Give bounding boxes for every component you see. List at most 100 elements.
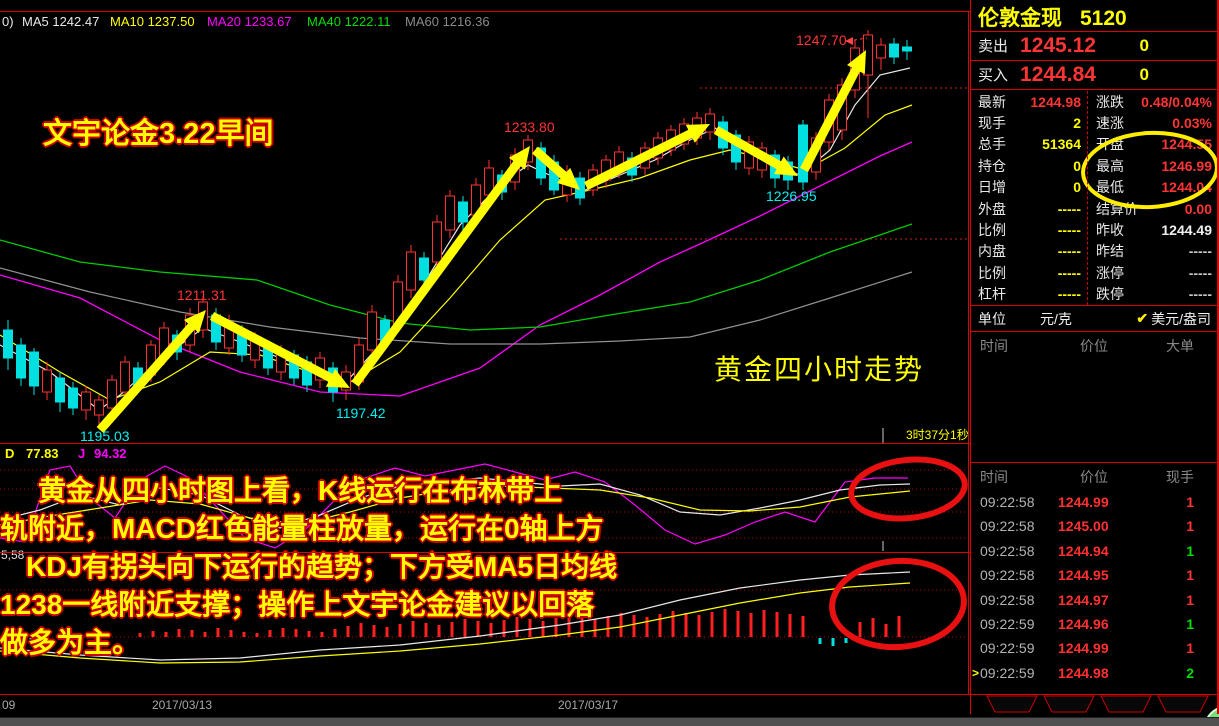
quote-value: 0.03% <box>1172 115 1212 132</box>
buy-price: 1244.84 <box>1020 62 1096 86</box>
quote-row-right: 昨收 1244.49 <box>1088 219 1219 240</box>
buy-row[interactable]: 买入 1244.84 0 <box>970 60 1219 89</box>
quote-label: 昨结 <box>1096 243 1124 260</box>
column-header: 现手 <box>1166 469 1194 485</box>
trade-time: 09:22:58 <box>980 542 1035 559</box>
instrument-title: 伦敦金现 5120 <box>978 2 1127 32</box>
unit-option-yuan-gram[interactable]: 元/克 <box>1040 310 1072 327</box>
sell-label: 卖出 <box>978 38 1009 55</box>
quote-row-left: 最新 1244.98 <box>970 91 1088 112</box>
quote-label: 外盘 <box>978 200 1006 217</box>
price-annotation: 1226.95 <box>766 188 817 204</box>
quote-value: ----- <box>1188 243 1212 260</box>
trade-price: 1244.95 <box>1058 567 1109 584</box>
analysis-line: 1238一线附近支撑；操作上文宇论金建议以回落 <box>0 589 595 620</box>
quote-label: 最新 <box>978 93 1006 110</box>
buy-qty: 0 <box>1139 64 1149 84</box>
analysis-line: KDJ有拐头向下运行的趋势；下方受MA5日均线 <box>26 551 618 582</box>
quote-row-left: 比例 ----- <box>970 219 1088 240</box>
ma-prefix: 0) <box>2 14 14 29</box>
quote-value: ----- <box>1057 222 1081 239</box>
trade-price: 1244.96 <box>1058 616 1109 632</box>
trade-time: 09:22:58 <box>980 567 1035 584</box>
trade-row[interactable]: 09:22:58 1244.97 1 <box>970 588 1219 612</box>
trades-table-headers: 时间 价位 现手 <box>970 467 1219 487</box>
unit-option-usd-oz[interactable]: 美元/盎司 <box>1151 310 1211 327</box>
sell-qty: 0 <box>1139 35 1149 55</box>
trade-qty: 2 <box>1186 664 1194 681</box>
quote-value: 0.48/0.04% <box>1141 93 1212 110</box>
quote-value: 1244.55 <box>1161 136 1212 153</box>
trade-time: 09:22:59 <box>980 640 1035 657</box>
price-annotation: 1197.42 <box>336 405 386 421</box>
column-header: 时间 <box>980 338 1008 354</box>
unit-label: 单位 <box>978 310 1006 327</box>
red-divider <box>970 60 1219 61</box>
quote-label: 结算价 <box>1096 200 1138 217</box>
column-header: 大单 <box>1166 338 1194 354</box>
trade-row[interactable]: 09:22:58 1244.95 1 <box>970 563 1219 587</box>
trade-time: 09:22:59 <box>980 664 1035 681</box>
quote-label: 比例 <box>978 222 1006 239</box>
quote-label: 杠杆 <box>978 286 1006 303</box>
red-divider <box>970 331 1219 332</box>
sell-row[interactable]: 卖出 1245.12 0 <box>970 31 1219 60</box>
red-divider <box>968 11 969 695</box>
quote-value: ----- <box>1188 264 1212 281</box>
quote-row-right: 速涨 0.03% <box>1088 112 1219 133</box>
trade-row[interactable]: 09:22:58 1245.00 1 <box>970 514 1219 538</box>
quote-value: 1246.99 <box>1161 157 1212 174</box>
quote-row-right: 最低 1244.04 <box>1088 177 1219 198</box>
red-divider <box>970 0 971 714</box>
quote-label: 日增 <box>978 179 1006 196</box>
trade-row[interactable]: >09:22:59 1244.98 2 <box>970 661 1219 685</box>
quote-value: 0.00 <box>1184 200 1212 217</box>
column-header: 时间 <box>980 469 1008 485</box>
quote-label: 涨停 <box>1096 264 1124 281</box>
kdj-value-label: 77.83 <box>26 446 59 461</box>
quote-row-right: 跌停 ----- <box>1088 284 1219 305</box>
current-row-marker: > <box>972 665 980 680</box>
ma-label-3: MA40 1222.11 <box>307 14 391 29</box>
quote-value: 0 <box>1073 179 1081 196</box>
trade-row[interactable]: 09:22:58 1244.94 1 <box>970 539 1219 563</box>
quote-row-left: 外盘 ----- <box>970 198 1088 219</box>
quote-label: 涨跌 <box>1096 93 1124 110</box>
quote-value: 2 <box>1073 115 1081 132</box>
quote-row-left: 内盘 ----- <box>970 241 1088 262</box>
trade-qty: 1 <box>1186 640 1194 657</box>
trade-price: 1244.94 <box>1058 542 1109 559</box>
quote-value: 0 <box>1073 157 1081 174</box>
trade-row[interactable]: 09:22:59 1244.96 1 <box>970 612 1219 636</box>
quote-value: ----- <box>1057 200 1081 217</box>
date-label: 2017/03/17 <box>558 698 619 712</box>
buy-label: 买入 <box>978 67 1009 84</box>
candlestick-chart[interactable] <box>0 0 970 713</box>
quote-row-right: 昨结 ----- <box>1088 241 1219 262</box>
analysis-line: 做多为主。 <box>0 627 141 658</box>
instrument-name: 伦敦金现 <box>978 7 1062 30</box>
price-annotation: 1233.80 <box>504 119 555 135</box>
check-icon: ✔ <box>1136 310 1149 326</box>
kdj-value-label: 94.32 <box>94 446 127 461</box>
sell-price: 1245.12 <box>1020 33 1096 57</box>
trade-price: 1244.97 <box>1058 591 1109 608</box>
red-divider <box>0 443 970 444</box>
trade-row[interactable]: 09:22:59 1244.99 1 <box>970 636 1219 660</box>
trade-qty: 1 <box>1186 542 1194 559</box>
quote-label: 最低 <box>1096 179 1124 196</box>
ma-label-2: MA20 1233.67 <box>207 14 292 29</box>
quote-label: 现手 <box>978 115 1006 132</box>
column-header: 价位 <box>1080 469 1108 485</box>
trade-row[interactable]: 09:22:58 1244.99 1 <box>970 490 1219 514</box>
quote-value: 1244.49 <box>1161 222 1212 239</box>
analysis-line: 黄金从四小时图上看，K线运行在布林带上 <box>38 475 563 506</box>
bottom-window-edge <box>0 717 1219 726</box>
quote-value: 1244.04 <box>1161 179 1212 196</box>
trade-price: 1244.99 <box>1058 494 1109 510</box>
instrument-code: 5120 <box>1080 7 1127 30</box>
red-divider <box>0 552 970 553</box>
red-divider <box>970 305 1219 306</box>
trade-time: 09:22:58 <box>980 518 1035 535</box>
quote-row-right: 最高 1246.99 <box>1088 155 1219 176</box>
